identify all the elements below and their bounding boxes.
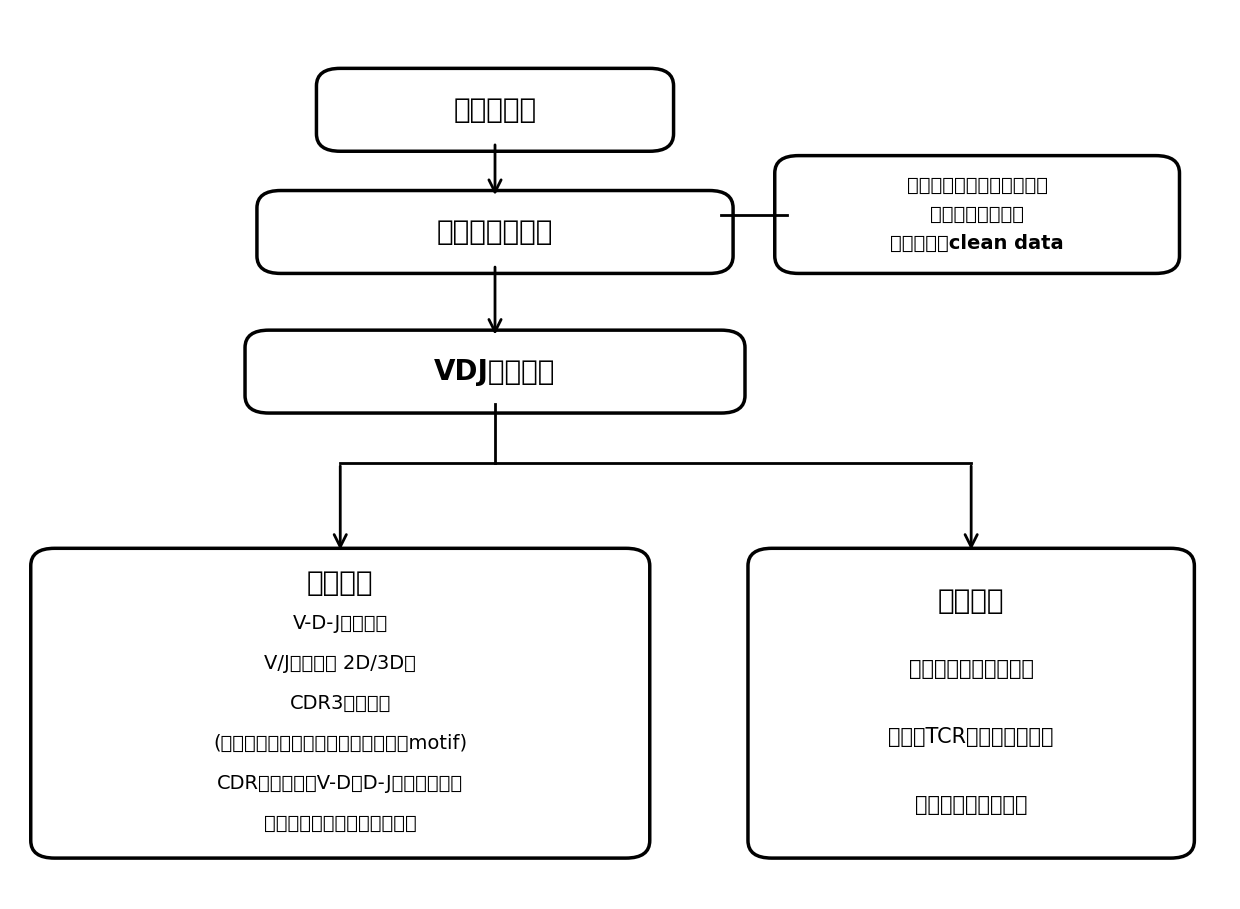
- Text: 高通量测序: 高通量测序: [454, 95, 537, 124]
- Text: 多样性指数计算、克隆群比例: 多样性指数计算、克隆群比例: [264, 814, 417, 833]
- Text: 样本间TCR重合、共享分析: 样本间TCR重合、共享分析: [888, 727, 1054, 747]
- FancyBboxPatch shape: [246, 330, 745, 413]
- FancyBboxPatch shape: [748, 548, 1194, 858]
- Text: CDR缺失碱基、V-D和D-J插入碱基统计: CDR缺失碱基、V-D和D-J插入碱基统计: [217, 774, 464, 793]
- Text: VDJ序列比对: VDJ序列比对: [434, 357, 556, 385]
- FancyBboxPatch shape: [316, 68, 673, 151]
- Text: 群体分析: 群体分析: [937, 587, 1004, 615]
- Text: 测序数据预处理: 测序数据预处理: [436, 218, 553, 246]
- Text: 利用识别序列纠错: 利用识别序列纠错: [930, 205, 1024, 224]
- FancyBboxPatch shape: [31, 548, 650, 858]
- Text: 利用识别序列去除重复序列: 利用识别序列去除重复序列: [906, 176, 1048, 195]
- Text: 基本分析: 基本分析: [308, 569, 373, 597]
- Text: V-D-J基因信息: V-D-J基因信息: [293, 614, 388, 633]
- Text: 获得高质量clean data: 获得高质量clean data: [890, 234, 1064, 253]
- FancyBboxPatch shape: [775, 155, 1179, 274]
- Text: (长度分布、表达频率、氨基酸组成、motif): (长度分布、表达频率、氨基酸组成、motif): [213, 734, 467, 753]
- FancyBboxPatch shape: [257, 191, 733, 274]
- Text: V/J基因表达 2D/3D图: V/J基因表达 2D/3D图: [264, 654, 417, 673]
- Text: 样本间多样性和克隆性: 样本间多样性和克隆性: [909, 659, 1034, 679]
- Text: 绘制样本克隆性图谱: 绘制样本克隆性图谱: [915, 795, 1028, 815]
- Text: CDR3序列分析: CDR3序列分析: [290, 694, 391, 713]
